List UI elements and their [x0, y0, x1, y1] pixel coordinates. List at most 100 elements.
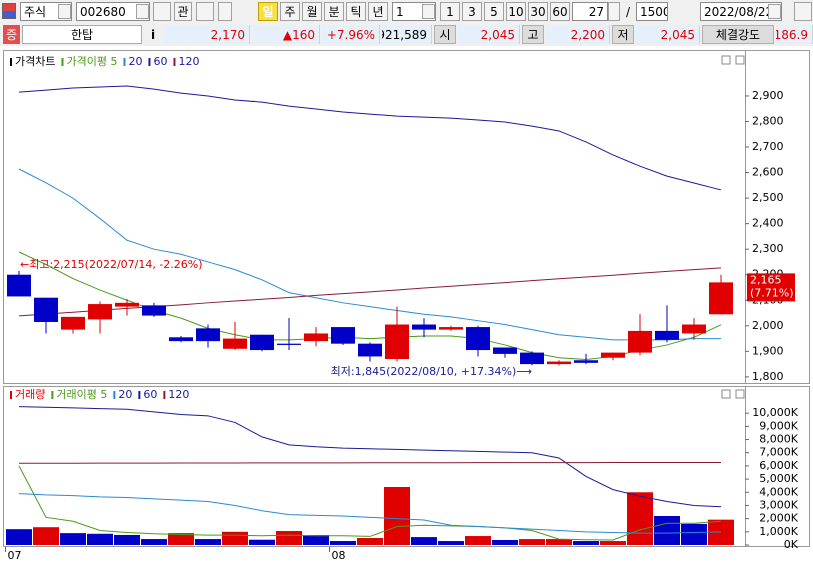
period-button[interactable]: 틱 [346, 2, 366, 21]
volume-bar [546, 539, 572, 545]
strength: 186.9 [776, 25, 813, 44]
search-button[interactable] [153, 2, 171, 21]
interval-button[interactable]: 5 [484, 2, 504, 21]
current-price-box [747, 273, 795, 302]
y-tick-label: 4,000K [759, 485, 798, 498]
candle-body [304, 333, 328, 342]
moving-average [18, 493, 722, 534]
interval-button[interactable]: 3 [462, 2, 482, 21]
y-tick-label: 2,000K [759, 512, 798, 525]
candle-body [250, 334, 274, 351]
high-label: 고 [522, 25, 544, 44]
volume-bar [681, 523, 707, 545]
panel-button[interactable] [721, 389, 731, 399]
volume-bar [330, 541, 356, 545]
candle-body [439, 327, 463, 330]
candle-body [682, 324, 706, 334]
refresh-button[interactable] [671, 2, 689, 21]
legend-entry: 20 [118, 388, 132, 401]
volume-bar [33, 527, 59, 545]
legend-title: 가격차트 [15, 55, 55, 68]
legend-marker [163, 391, 166, 399]
candle-body [601, 352, 625, 358]
spin-button[interactable] [218, 2, 232, 21]
volume-bar [654, 516, 680, 545]
count-input[interactable]: 27 [572, 2, 608, 21]
open: 2,045 [458, 25, 520, 44]
dropdown-arrow[interactable] [768, 4, 781, 19]
y-tick-label: 1,800 [752, 370, 784, 383]
candle-body [574, 360, 598, 363]
volume: 1,921,589 [382, 25, 432, 44]
spin-button[interactable] [608, 2, 620, 21]
candle-body [142, 305, 166, 316]
period-button[interactable]: 일 [258, 2, 278, 21]
settings-button[interactable] [794, 2, 812, 21]
candle-body [628, 330, 652, 353]
legend-title: 거래량 [15, 388, 45, 401]
high-annotation: ←최고:2,215(2022/07/14, -2.26%) [20, 258, 203, 271]
volume-bar [384, 487, 410, 545]
info-button[interactable]: i [150, 27, 156, 42]
moving-average [18, 267, 722, 317]
volume-bar [222, 531, 248, 545]
legend-entry: 60 [143, 388, 157, 401]
candle-body [358, 343, 382, 357]
dropdown-arrow[interactable] [422, 4, 435, 19]
panel-button[interactable] [721, 55, 731, 65]
period-button[interactable]: 년 [368, 2, 388, 21]
interval-button[interactable]: 30 [528, 2, 548, 21]
y-tick-label: 3,000K [759, 498, 798, 511]
app-icon [2, 3, 16, 19]
interval-button[interactable]: 10 [506, 2, 526, 21]
candle-body [196, 328, 220, 342]
low-annotation: 최저:1,845(2022/08/10, +17.34%)⟶ [331, 365, 533, 378]
volume-bar [87, 533, 113, 545]
volume-bar [276, 531, 302, 545]
fav-button[interactable]: 관 [174, 2, 192, 21]
low: 2,045 [636, 25, 700, 44]
dropdown-arrow[interactable] [58, 4, 71, 19]
moving-average [18, 85, 722, 191]
period-button[interactable]: 분 [324, 2, 344, 21]
volume-bar [519, 539, 545, 545]
code-input[interactable]: 002680 [76, 2, 150, 21]
legend-marker [113, 391, 116, 399]
panel-button[interactable] [735, 389, 745, 399]
candle-body [115, 302, 139, 307]
volume-bar [114, 534, 140, 545]
x-tick-label: 08 [332, 549, 346, 562]
candle-body [277, 343, 301, 345]
candle-body [331, 327, 355, 344]
date-input[interactable]: 2022/08/22 [700, 2, 782, 21]
candle-body [412, 324, 436, 330]
legend-entry: 거래이평 5 [56, 388, 107, 401]
dropdown-arrow[interactable] [136, 4, 149, 19]
panel-button[interactable] [735, 55, 745, 65]
volume-bar [141, 539, 167, 545]
open-label: 시 [434, 25, 456, 44]
volume-bar [249, 539, 275, 545]
separator: / [625, 4, 631, 19]
candle-body [61, 316, 85, 330]
scroll-button[interactable] [196, 2, 214, 21]
moving-average [19, 461, 721, 464]
legend-marker [10, 391, 12, 399]
interval-button[interactable]: 60 [550, 2, 570, 21]
candle-body [34, 297, 58, 322]
volume-bar [168, 533, 194, 545]
candle-body [88, 304, 112, 320]
legend-marker [138, 391, 141, 399]
period-button[interactable]: 주 [280, 2, 300, 21]
y-tick-label: 2,500 [752, 191, 784, 204]
current-change: (7.71%) [750, 286, 794, 299]
legend-entry: 20 [128, 55, 142, 68]
period-button[interactable]: 월 [302, 2, 322, 21]
y-tick-label: 2,800 [752, 115, 784, 128]
volume-bar [465, 536, 491, 545]
interval-button[interactable]: 1 [440, 2, 460, 21]
legend-marker [123, 58, 126, 66]
volume-bar [195, 539, 221, 545]
total-input[interactable]: 1500 [636, 2, 668, 21]
